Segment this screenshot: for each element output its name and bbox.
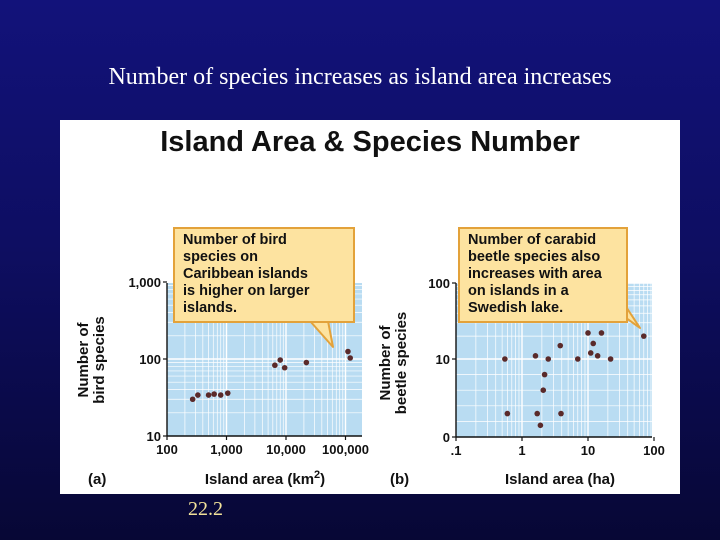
data-point-a (217, 392, 224, 398)
slide-title: Number of species increases as island ar… (108, 64, 612, 90)
data-point-b (598, 330, 605, 336)
y-tick-label-b: 100 (428, 276, 450, 291)
data-point-a (224, 390, 231, 396)
y-tick-label-b: 10 (436, 352, 450, 367)
slide-number: 22.2 (188, 498, 223, 520)
data-point-b (534, 410, 541, 417)
y-axis-label-b-line2: beetle species (393, 312, 410, 415)
callout-bird: Number of bird species on Caribbean isla… (173, 227, 355, 323)
x-tick-label-b: .1 (451, 443, 462, 458)
data-point-b (545, 356, 552, 362)
data-point-a (272, 362, 278, 369)
x-axis-label-a: Island area (km2) (205, 469, 325, 488)
data-point-a (195, 392, 201, 398)
x-tick-label-a: 1,000 (210, 442, 243, 457)
data-point-a (189, 396, 196, 403)
x-tick-label-b: 100 (643, 443, 665, 458)
data-point-a (303, 359, 310, 366)
data-point-a (281, 364, 288, 371)
data-point-b (590, 340, 597, 347)
data-point-b (585, 330, 591, 336)
x-tick-label-b: 1 (518, 443, 525, 458)
x-axis-label-b: Island area (ha) (505, 471, 615, 488)
data-point-b (587, 350, 594, 356)
data-point-a (347, 355, 354, 361)
x-tick-label-a: 10,000 (266, 442, 306, 457)
data-point-b (541, 371, 548, 378)
data-point-b (607, 356, 614, 362)
data-point-b (574, 356, 581, 362)
data-point-a (205, 392, 212, 398)
y-tick-label-a: 100 (139, 352, 161, 367)
y-tick-label-b: 0 (443, 430, 450, 445)
x-tick-label-a: 100 (156, 442, 178, 457)
x-tick-label-b: 10 (581, 443, 595, 458)
y-tick-label-a: 1,000 (128, 275, 161, 290)
data-point-b (594, 353, 601, 359)
data-point-b (640, 333, 647, 339)
data-point-b (540, 387, 547, 394)
data-point-a (277, 357, 284, 363)
data-point-b (557, 342, 564, 349)
data-point-b (502, 356, 508, 362)
y-axis-label-a-line2: bird species (91, 316, 108, 404)
panel-label-b: (b) (390, 471, 409, 488)
data-point-b (537, 422, 544, 429)
data-point-a (211, 391, 217, 397)
y-axis-label-a-line1: Number of (75, 321, 92, 397)
data-point-b (532, 353, 539, 359)
y-axis-label-b-line1: Number of (377, 324, 394, 400)
data-point-b (558, 410, 564, 417)
x-tick-label-a: 100,000 (322, 442, 369, 457)
y-tick-label-a: 10 (147, 429, 161, 444)
data-point-b (504, 410, 511, 417)
callout-beetle: Number of carabid beetle species also in… (458, 227, 628, 323)
figure-title: Island Area & Species Number (160, 126, 580, 158)
figure-panel: Island Area & Species Number 100 1,000 10,… (60, 120, 680, 494)
data-point-a (345, 348, 351, 355)
panel-label-a: (a) (88, 471, 106, 488)
